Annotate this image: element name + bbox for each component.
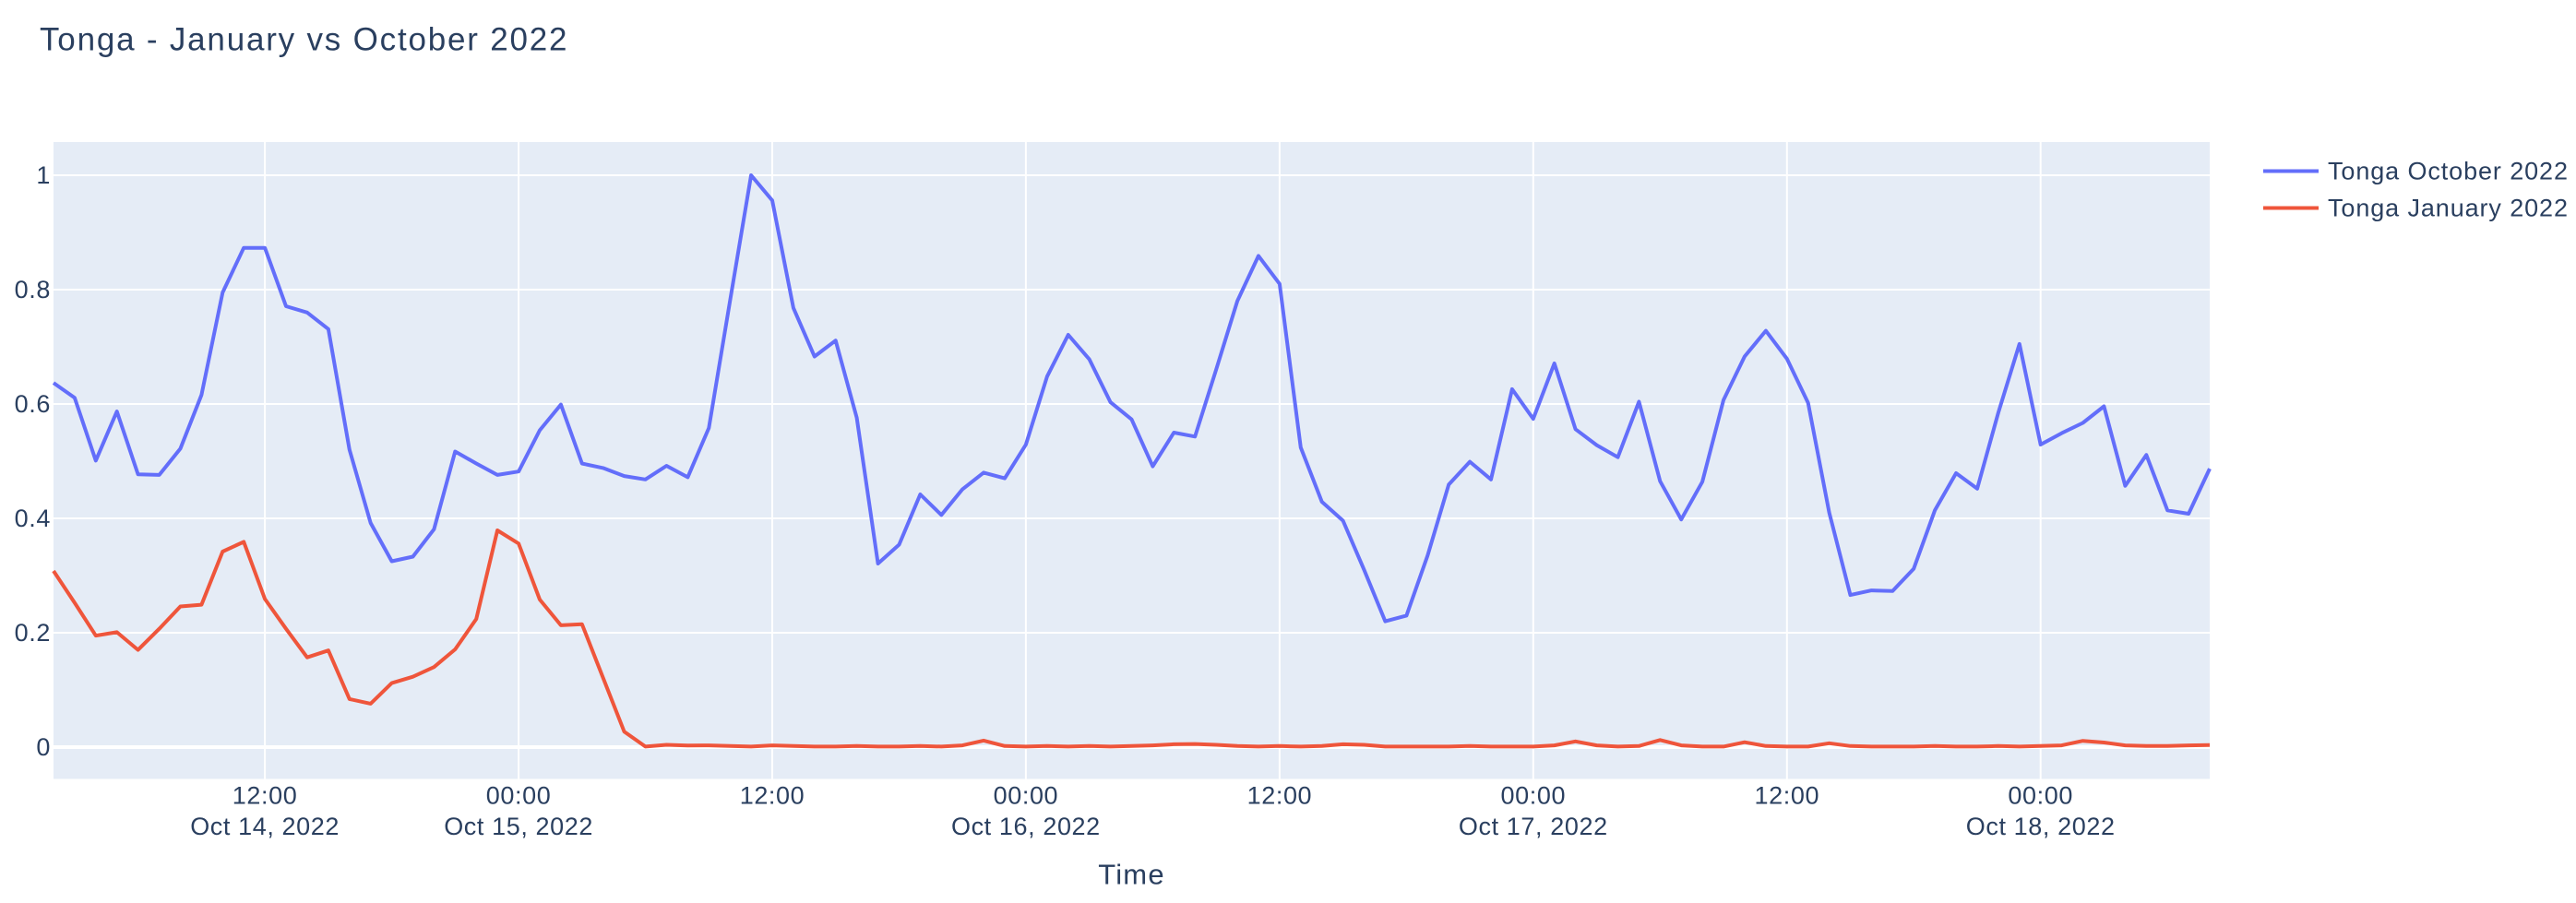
svg-text:0.8: 0.8 (15, 276, 51, 303)
svg-text:12:00: 12:00 (233, 782, 298, 810)
svg-text:Tonga October 2022: Tonga October 2022 (2328, 158, 2569, 185)
svg-text:00:00: 00:00 (486, 782, 552, 810)
svg-text:Oct 17, 2022: Oct 17, 2022 (1459, 813, 1608, 840)
svg-text:Oct 15, 2022: Oct 15, 2022 (444, 813, 593, 840)
svg-text:12:00: 12:00 (1247, 782, 1313, 810)
svg-text:00:00: 00:00 (2008, 782, 2073, 810)
svg-text:0.2: 0.2 (15, 619, 51, 647)
svg-text:0.4: 0.4 (15, 505, 51, 532)
svg-text:12:00: 12:00 (740, 782, 805, 810)
svg-text:0: 0 (36, 733, 51, 761)
svg-text:12:00: 12:00 (1755, 782, 1820, 810)
svg-text:0.6: 0.6 (15, 390, 51, 418)
svg-text:Oct 14, 2022: Oct 14, 2022 (190, 813, 340, 840)
svg-text:00:00: 00:00 (994, 782, 1059, 810)
svg-text:Oct 18, 2022: Oct 18, 2022 (1966, 813, 2116, 840)
svg-text:Oct 16, 2022: Oct 16, 2022 (951, 813, 1101, 840)
svg-text:Time: Time (1098, 859, 1165, 891)
svg-text:Tonga January 2022: Tonga January 2022 (2328, 195, 2569, 222)
svg-text:Tonga - January vs October 202: Tonga - January vs October 2022 (40, 22, 568, 58)
svg-text:1: 1 (36, 161, 51, 189)
svg-text:00:00: 00:00 (1501, 782, 1567, 810)
